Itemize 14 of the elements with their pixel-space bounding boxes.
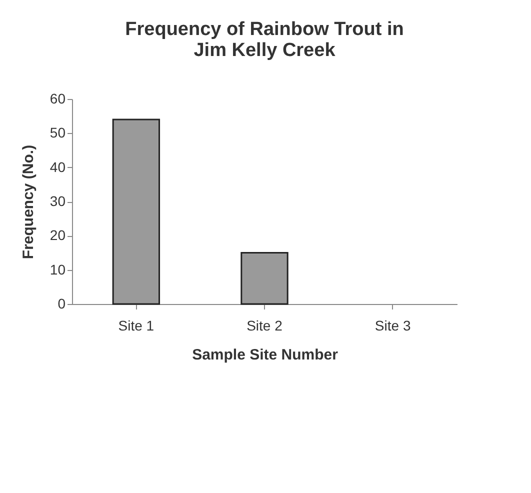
y-tick-label: 0 xyxy=(58,296,66,312)
y-tick-label: 50 xyxy=(50,124,66,141)
x-tick-label: Site 3 xyxy=(374,318,411,334)
x-axis-title: Sample Site Number xyxy=(192,346,338,364)
y-tick-label: 40 xyxy=(50,158,66,175)
x-tick-label: Site 1 xyxy=(118,318,154,334)
y-axis-title: Frequency (No.) xyxy=(20,144,37,260)
y-tick-label: 20 xyxy=(50,227,66,244)
y-tick-label: 30 xyxy=(50,193,66,209)
x-tick-label: Site 2 xyxy=(246,318,283,334)
y-tick-label: 10 xyxy=(50,261,66,278)
y-tick-label: 60 xyxy=(50,90,66,106)
text: Frequency of Rainbow Trout in xyxy=(125,19,404,40)
text: Jim Kelly Creek xyxy=(194,40,336,61)
